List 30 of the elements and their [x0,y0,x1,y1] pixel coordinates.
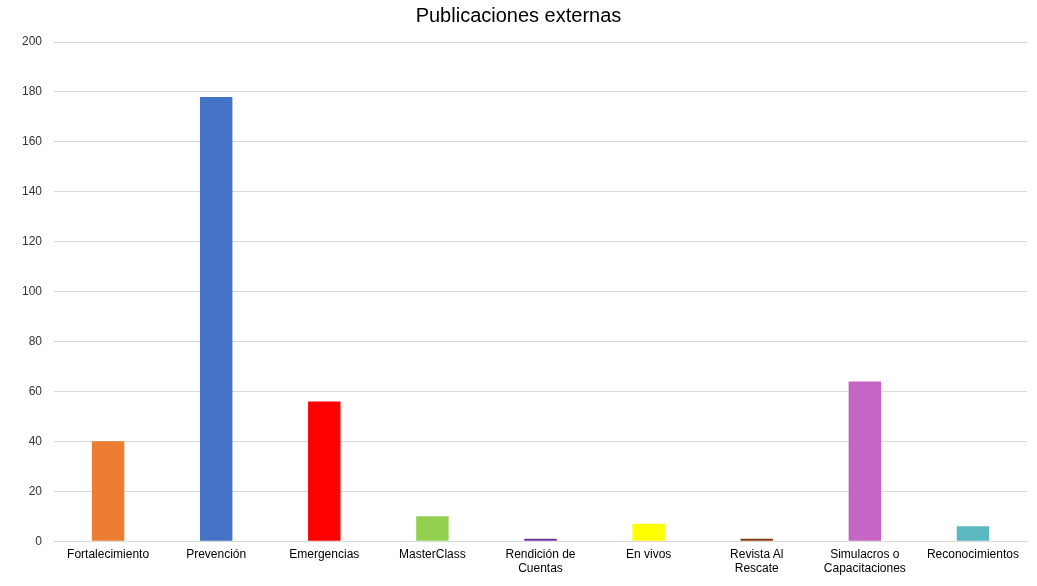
y-tick-label: 180 [21,84,43,99]
y-tick-label: 20 [28,483,43,498]
bar [956,526,990,541]
bar [848,381,882,541]
y-tick-label: 160 [21,134,43,149]
x-tick-label: Emergencias [289,546,360,561]
x-tick-label: En vivos [625,546,672,561]
x-tick-label: Reconocimientos [926,546,1019,561]
y-tick-label: 0 [35,533,43,548]
y-tick-label: 100 [21,283,43,298]
x-tick-label: Rendición de Cuentas [505,546,576,576]
bar [524,538,557,541]
y-tick-label: 40 [28,433,43,448]
y-tick-label: 120 [21,233,43,248]
x-tick-label: MasterClass [399,546,466,561]
bar [416,516,449,541]
y-tick-label: 200 [21,34,43,49]
bar [199,96,233,541]
bar [91,441,125,541]
bar [632,523,665,541]
y-tick-label: 60 [28,383,43,398]
x-tick-label: Prevención [186,546,247,561]
chart-title: Publicaciones externas [415,3,622,26]
x-tick-label: Revista Al Rescate [730,546,784,576]
x-tick-label: Simulacros o Capacitaciones [823,546,906,576]
y-tick-label: 140 [21,184,43,199]
bar [308,401,341,541]
bar [740,538,773,541]
y-tick-label: 80 [28,333,43,348]
x-tick-label: Fortalecimiento [67,546,150,561]
